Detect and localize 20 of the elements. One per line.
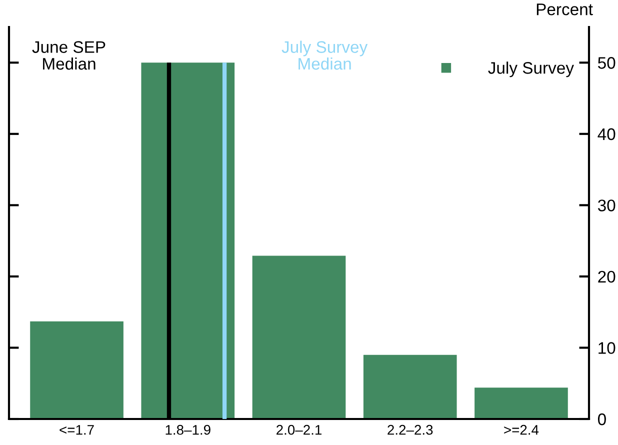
- y-axis-title: Percent: [536, 4, 593, 16]
- x-tick-label: 1.8–1.9: [166, 424, 210, 435]
- bar: [252, 256, 346, 419]
- y-tick-label: 20: [598, 270, 616, 283]
- y-tick-label: 30: [598, 200, 616, 212]
- x-tick-label: 2.0–2.1: [276, 424, 322, 435]
- bar: [363, 354, 457, 419]
- bar: [30, 321, 124, 419]
- x-tick-label: <=1.7: [60, 425, 94, 435]
- ref-line-label: July Survey Median: [282, 40, 368, 70]
- x-tick-label: >=2.4: [504, 424, 539, 435]
- y-tick-label: 40: [598, 128, 616, 140]
- ref-line-label: June SEP Median: [32, 41, 106, 70]
- bar: [474, 388, 568, 419]
- y-tick-label: 10: [598, 342, 616, 354]
- x-tick-label: 2.2–2.3: [388, 424, 433, 435]
- bar: [141, 62, 235, 419]
- y-tick-label: 0: [598, 413, 606, 426]
- y-tick-label: 50: [598, 57, 616, 69]
- legend-label: July Survey: [488, 62, 574, 78]
